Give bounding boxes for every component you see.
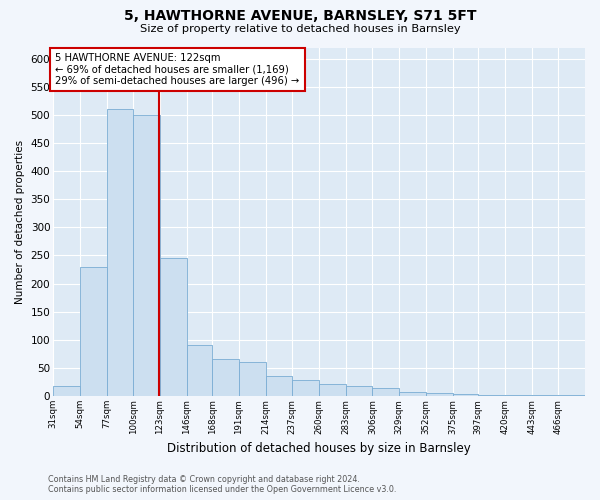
Text: Contains HM Land Registry data © Crown copyright and database right 2024.
Contai: Contains HM Land Registry data © Crown c… <box>48 474 397 494</box>
Text: 5 HAWTHORNE AVENUE: 122sqm
← 69% of detached houses are smaller (1,169)
29% of s: 5 HAWTHORNE AVENUE: 122sqm ← 69% of deta… <box>55 53 299 86</box>
Bar <box>373 388 399 396</box>
Y-axis label: Number of detached properties: Number of detached properties <box>15 140 25 304</box>
Bar <box>212 360 239 396</box>
Bar <box>292 380 319 396</box>
Bar <box>160 258 187 396</box>
Bar <box>399 392 426 396</box>
Bar <box>452 394 478 396</box>
Bar <box>133 115 160 396</box>
Bar <box>319 384 346 396</box>
Text: 5, HAWTHORNE AVENUE, BARNSLEY, S71 5FT: 5, HAWTHORNE AVENUE, BARNSLEY, S71 5FT <box>124 9 476 23</box>
Bar <box>478 395 505 396</box>
Bar <box>80 266 107 396</box>
X-axis label: Distribution of detached houses by size in Barnsley: Distribution of detached houses by size … <box>167 442 471 455</box>
Bar <box>187 346 212 396</box>
Bar <box>426 393 452 396</box>
Bar <box>346 386 373 396</box>
Bar <box>266 376 292 396</box>
Bar <box>239 362 266 396</box>
Bar <box>107 110 133 396</box>
Text: Size of property relative to detached houses in Barnsley: Size of property relative to detached ho… <box>140 24 460 34</box>
Bar <box>53 386 80 396</box>
